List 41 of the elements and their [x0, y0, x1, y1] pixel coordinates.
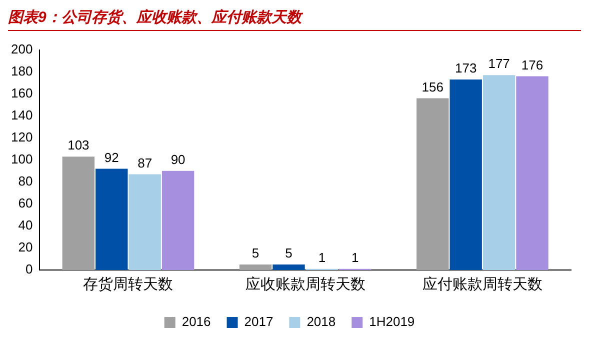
bar [239, 264, 272, 270]
y-tick-label: 0 [25, 262, 33, 277]
bar [482, 75, 516, 270]
data-label: 173 [454, 60, 477, 76]
data-label: 5 [285, 246, 292, 261]
y-tick-label: 200 [10, 41, 33, 56]
data-label: 1 [352, 250, 359, 265]
bar [272, 264, 305, 270]
bar [62, 156, 95, 270]
data-label: 5 [252, 246, 260, 261]
legend-label: 2016 [182, 314, 211, 330]
bar [516, 76, 548, 270]
x-tick-label: 应付账款周转天数 [422, 276, 542, 294]
data-label: 156 [422, 79, 444, 94]
data-label: 176 [521, 57, 544, 72]
data-label: 177 [488, 56, 510, 72]
y-tick-label: 20 [18, 240, 33, 255]
y-tick-label: 60 [18, 196, 33, 211]
legend-label: 1H2019 [369, 314, 415, 330]
x-tick-label: 应收账款周转天数 [245, 276, 366, 294]
data-label: 1 [318, 250, 326, 265]
y-tick-label: 100 [10, 151, 33, 166]
y-tick-label: 140 [10, 107, 33, 122]
data-label: 92 [104, 150, 119, 165]
y-tick-label: 180 [10, 63, 33, 78]
bar [416, 98, 449, 270]
legend-label: 2018 [306, 314, 336, 330]
y-tick-label: 120 [10, 129, 33, 144]
data-label: 90 [170, 152, 186, 167]
data-label: 103 [68, 138, 90, 153]
bar [450, 80, 482, 270]
data-label: 87 [138, 155, 152, 170]
bar [96, 168, 128, 270]
bar [128, 174, 161, 270]
y-tick-label: 40 [18, 218, 33, 233]
y-tick-label: 160 [10, 85, 33, 100]
legend-label: 2017 [244, 314, 274, 330]
bar [162, 170, 194, 270]
x-tick-label: 存货周转天数 [83, 276, 174, 294]
y-tick-label: 80 [18, 174, 33, 188]
chart-title: 图表9：公司存货、应收账款、应付账款天数 [8, 8, 581, 31]
